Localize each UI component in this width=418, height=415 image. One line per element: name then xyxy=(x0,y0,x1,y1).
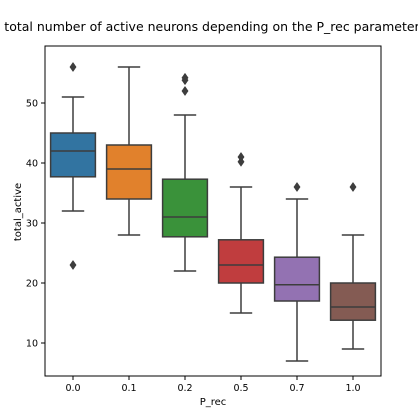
box-group xyxy=(49,61,97,271)
x-axis: 0.0 0.1 0.2 0.5 0.7 1.0 xyxy=(65,376,361,394)
y-tick-label: 30 xyxy=(26,219,38,230)
y-tick-label: 50 xyxy=(26,99,38,110)
outlier-point xyxy=(69,259,77,271)
x-tick-label: 0.0 xyxy=(65,383,80,394)
outlier-point xyxy=(293,181,301,193)
box-group xyxy=(329,181,377,350)
x-tick-label: 0.2 xyxy=(177,383,192,394)
x-axis-label: P_rec xyxy=(200,397,227,408)
x-tick-label: 1.0 xyxy=(345,383,360,394)
outlier-point xyxy=(181,85,189,97)
outlier-point xyxy=(181,75,189,86)
box-iqr xyxy=(161,178,209,238)
y-tick-label: 20 xyxy=(26,279,38,290)
y-axis: 10 20 30 40 50 xyxy=(26,99,45,350)
x-tick-label: 0.5 xyxy=(233,383,248,394)
outlier-point xyxy=(237,156,245,167)
y-tick-label: 10 xyxy=(26,339,38,350)
box-iqr xyxy=(49,132,97,178)
chart-title: total number of active neurons depending… xyxy=(4,19,418,34)
box-iqr xyxy=(105,144,153,200)
box-iqr xyxy=(273,256,321,302)
box-iqr xyxy=(217,239,265,284)
y-axis-label: total_active xyxy=(13,183,24,241)
box-group xyxy=(217,151,265,314)
box-iqr xyxy=(329,282,377,321)
boxes-layer xyxy=(49,61,377,362)
x-tick-label: 0.7 xyxy=(289,383,304,394)
box-group xyxy=(161,72,209,272)
box-group xyxy=(105,66,153,236)
outlier-point xyxy=(69,61,77,73)
plot-area-frame xyxy=(44,45,382,377)
box-group xyxy=(273,181,321,362)
outlier-point xyxy=(349,181,357,193)
x-tick-label: 0.1 xyxy=(121,383,136,394)
y-tick-label: 40 xyxy=(26,159,38,170)
